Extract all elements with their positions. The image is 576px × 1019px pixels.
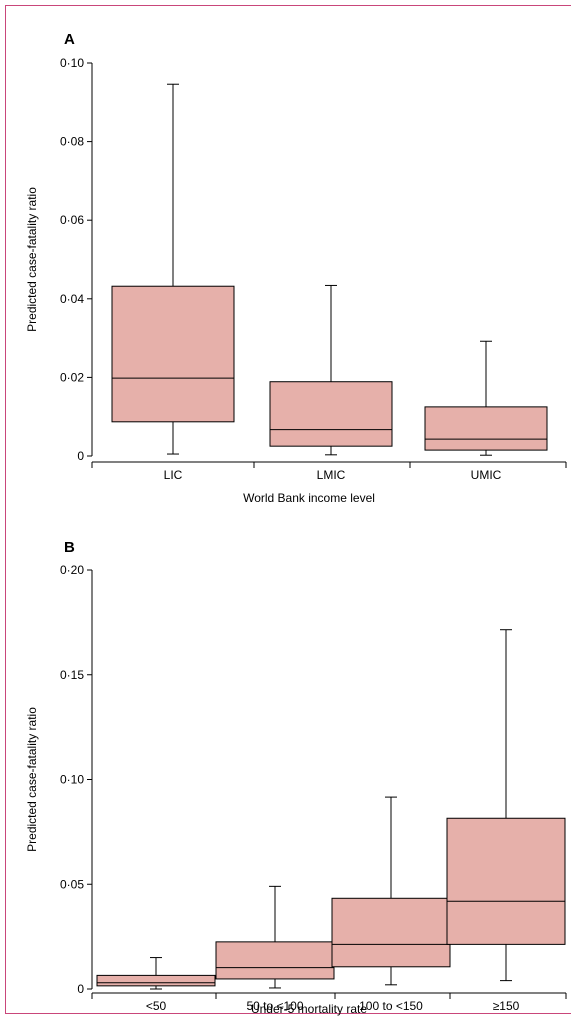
iqr-box xyxy=(424,406,548,451)
iqr-box xyxy=(446,817,566,945)
y-tick-label: 0 xyxy=(77,449,84,463)
y-tick-label: 0·20 xyxy=(60,563,84,577)
panel-letter: A xyxy=(64,31,75,48)
figure-frame xyxy=(5,5,571,1014)
y-tick-label: 0·15 xyxy=(60,668,84,682)
iqr-box xyxy=(269,381,393,447)
y-axis-title: Predicted case-fatality ratio xyxy=(25,187,39,332)
box-50-to-100 xyxy=(215,885,335,989)
box--50 xyxy=(96,957,216,990)
panel-a: A 0 0·02 0·04 0·06 0·08 0·10 Predicted case-fat… xyxy=(25,31,567,505)
y-tick-label: 0·08 xyxy=(60,135,84,149)
box-lmic xyxy=(269,284,393,456)
x-category-label: <50 xyxy=(146,999,167,1013)
box--150 xyxy=(446,629,566,982)
y-tick-label: 0·10 xyxy=(60,56,84,70)
y-tick-label: 0 xyxy=(77,982,84,996)
iqr-box xyxy=(215,941,335,980)
x-category-label: UMIC xyxy=(471,468,502,482)
y-tick-label: 0·05 xyxy=(60,877,84,891)
x-axis-title: Under-5 mortality rate xyxy=(251,1002,367,1016)
x-category-label: ≥150 xyxy=(493,999,520,1013)
panel-b: B 0 0·05 0·10 0·15 0·20 Predicted case-fatalit… xyxy=(25,539,567,1016)
y-tick-label: 0·04 xyxy=(60,292,84,306)
box-umic xyxy=(424,340,548,456)
box-100-to-150 xyxy=(331,796,451,986)
iqr-box xyxy=(96,974,216,987)
y-tick-label: 0·06 xyxy=(60,213,84,227)
x-category-label: LIC xyxy=(164,468,183,482)
x-axis-title: World Bank income level xyxy=(243,491,375,505)
y-tick-label: 0·10 xyxy=(60,773,84,787)
x-category-label: 100 to <150 xyxy=(359,999,423,1013)
panel-letter: B xyxy=(64,539,75,556)
x-category-label: 50 to <100 xyxy=(246,999,303,1013)
iqr-box xyxy=(331,897,451,968)
box-lic xyxy=(111,83,235,455)
y-tick-label: 0·02 xyxy=(60,370,84,384)
y-axis-title: Predicted case-fatality ratio xyxy=(25,707,39,852)
iqr-box xyxy=(111,285,235,423)
x-category-label: LMIC xyxy=(317,468,346,482)
